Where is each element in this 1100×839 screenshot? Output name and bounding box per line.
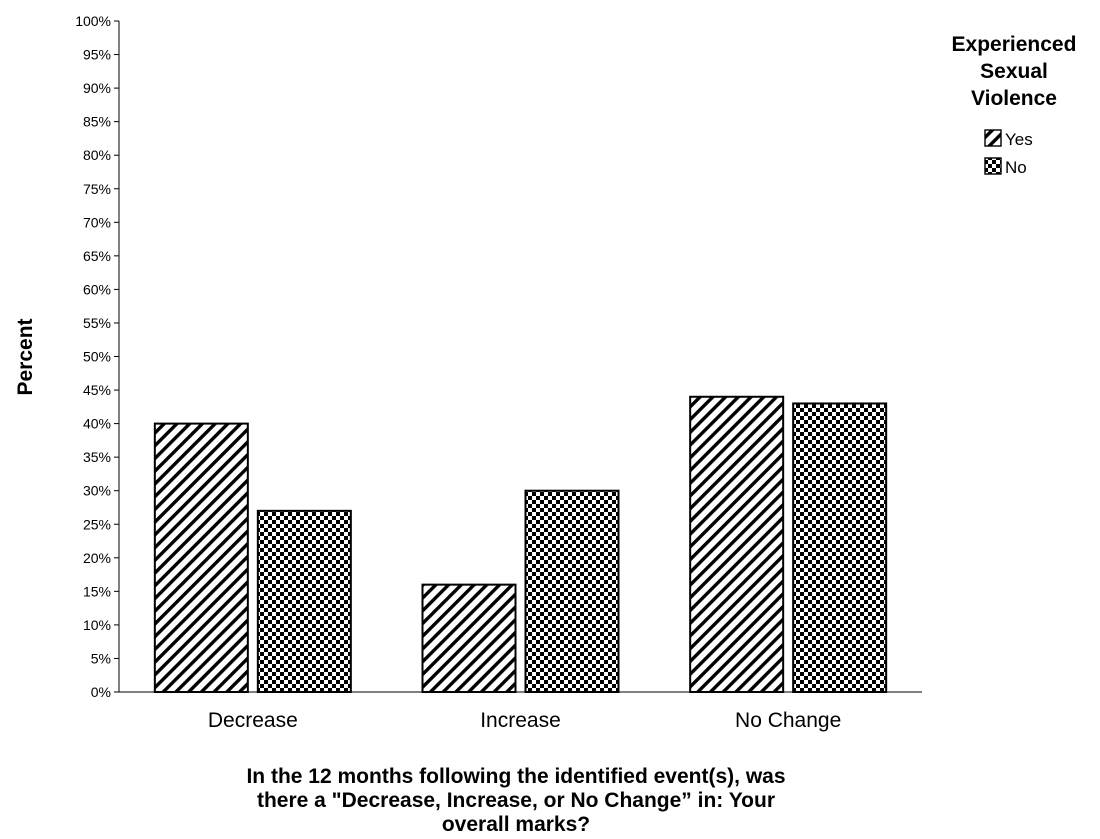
legend-title-line-2: Sexual bbox=[980, 60, 1048, 83]
y-tick-label: 50% bbox=[83, 349, 111, 365]
y-axis-ticks: 0% 5% 10% 15% 20% 25% 30% 35% 40% 45% 50% 55% 60% 65%… bbox=[75, 13, 119, 700]
y-tick-label: 5% bbox=[91, 650, 111, 666]
legend-label-yes: Yes bbox=[1005, 130, 1033, 149]
x-axis-tick-labels: Decrease Increase No Change bbox=[208, 709, 841, 732]
legend-title-line-1: Experienced bbox=[952, 33, 1077, 56]
x-axis-title-line-2: there a "Decrease, Increase, or No Chang… bbox=[257, 789, 775, 812]
x-tick-label: Increase bbox=[480, 709, 561, 732]
legend-label-no: No bbox=[1005, 158, 1027, 177]
y-tick-label: 70% bbox=[83, 214, 111, 230]
y-tick-label: 80% bbox=[83, 147, 111, 163]
legend: Experienced Sexual Violence Yes No bbox=[952, 33, 1077, 177]
bar-no-change-yes bbox=[689, 395, 785, 693]
y-tick-label: 20% bbox=[83, 550, 111, 566]
y-tick-label: 35% bbox=[83, 449, 111, 465]
y-tick-label: 15% bbox=[83, 583, 111, 599]
y-tick-label: 100% bbox=[75, 13, 111, 29]
y-tick-label: 40% bbox=[83, 416, 111, 432]
legend-title-line-3: Violence bbox=[971, 87, 1057, 110]
bar-increase-yes bbox=[421, 583, 517, 694]
x-axis-title-line-1: In the 12 months following the identifie… bbox=[246, 765, 785, 788]
x-tick-label: Decrease bbox=[208, 709, 298, 732]
bar-decrease-no bbox=[256, 509, 352, 693]
bar-no-change-no bbox=[792, 402, 888, 693]
y-tick-label: 30% bbox=[83, 483, 111, 499]
y-axis-title: Percent bbox=[14, 318, 37, 395]
legend-swatch-yes bbox=[984, 129, 1002, 147]
y-tick-label: 75% bbox=[83, 181, 111, 197]
bars bbox=[153, 395, 888, 694]
y-tick-label: 95% bbox=[83, 47, 111, 63]
y-tick-label: 10% bbox=[83, 617, 111, 633]
y-tick-label: 60% bbox=[83, 281, 111, 297]
bar-decrease-yes bbox=[153, 422, 249, 693]
axes bbox=[118, 21, 922, 693]
y-tick-label: 45% bbox=[83, 382, 111, 398]
y-tick-label: 55% bbox=[83, 315, 111, 331]
legend-swatch-no bbox=[984, 157, 1002, 175]
x-axis-title-line-3: overall marks? bbox=[442, 813, 590, 836]
y-tick-label: 0% bbox=[91, 684, 111, 700]
x-tick-label: No Change bbox=[735, 709, 841, 732]
y-tick-label: 65% bbox=[83, 248, 111, 264]
bar-increase-no bbox=[524, 489, 620, 694]
y-tick-label: 90% bbox=[83, 80, 111, 96]
y-tick-label: 25% bbox=[83, 516, 111, 532]
y-tick-label: 85% bbox=[83, 114, 111, 130]
